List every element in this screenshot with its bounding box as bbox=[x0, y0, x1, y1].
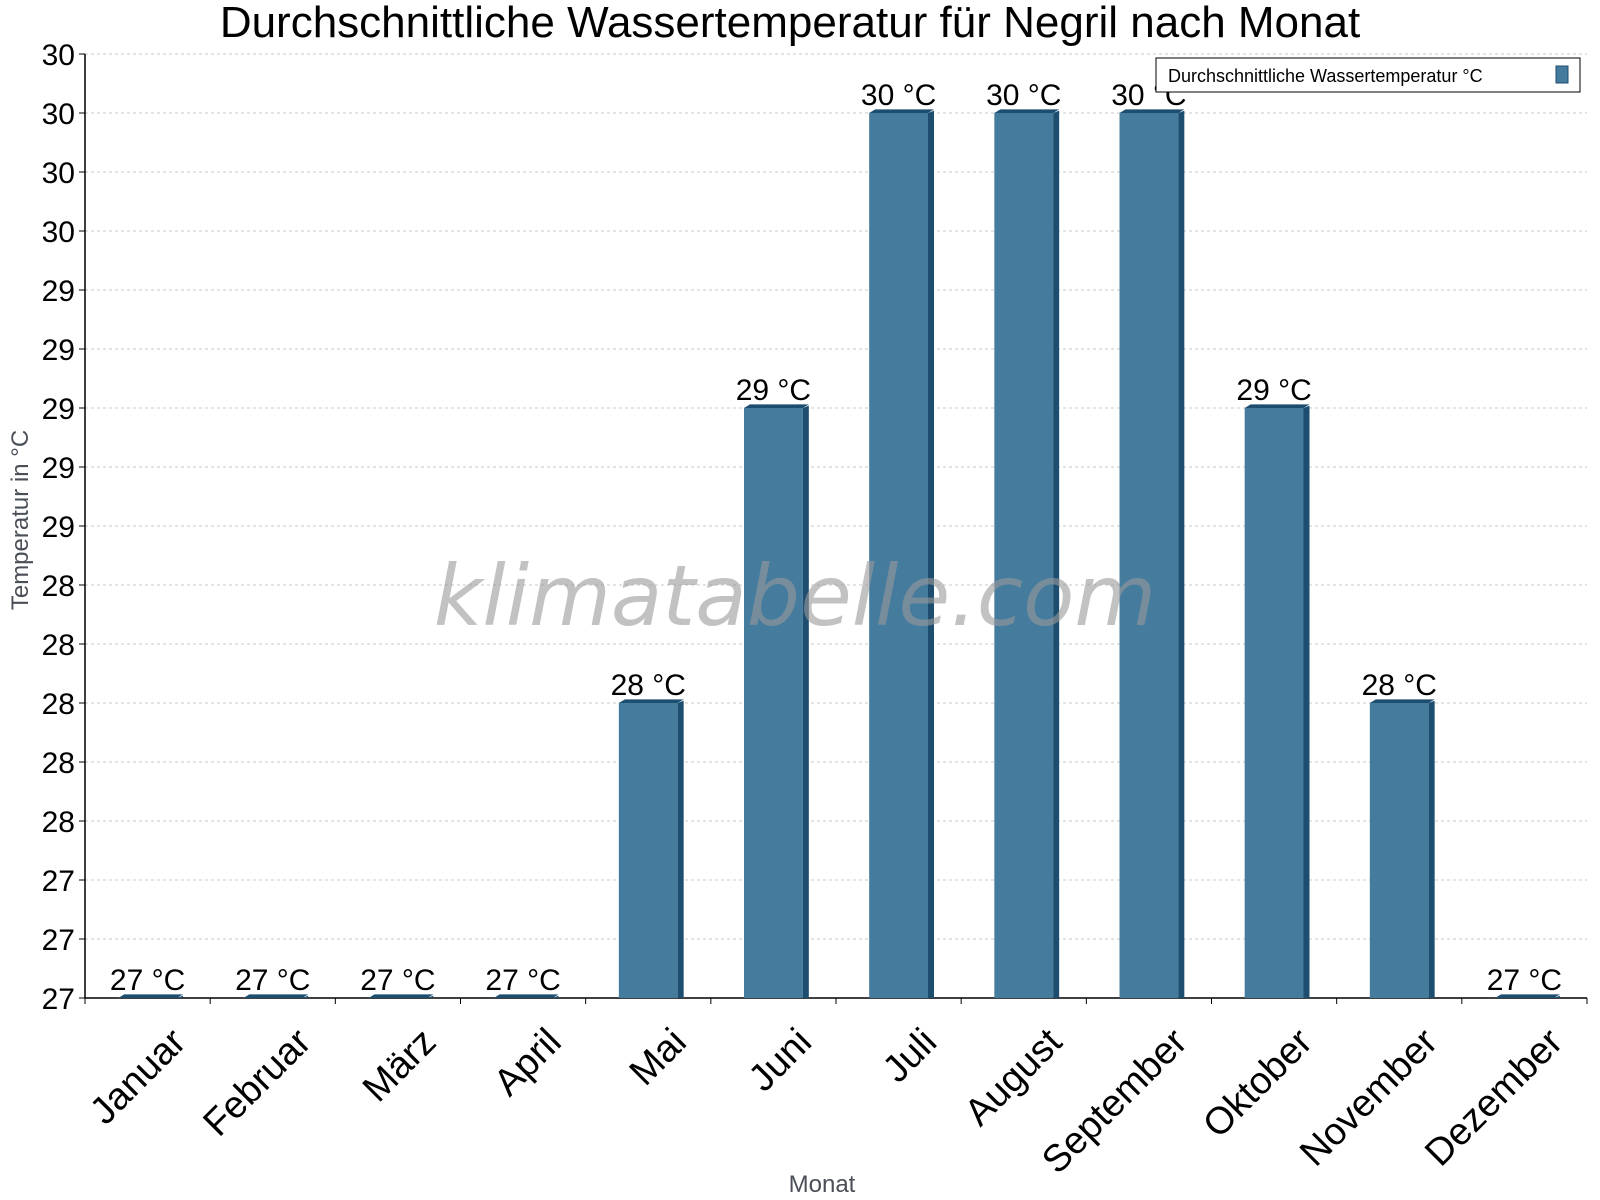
x-tick-label: April bbox=[486, 1021, 569, 1104]
bar-top bbox=[1244, 404, 1310, 408]
x-tick-label: Januar bbox=[82, 1021, 194, 1133]
data-label: 30 °C bbox=[986, 79, 1061, 112]
data-label: 28 °C bbox=[1362, 669, 1437, 702]
data-label: 27 °C bbox=[485, 964, 560, 997]
bar-side bbox=[1053, 110, 1060, 999]
bar-top bbox=[744, 404, 809, 408]
bar bbox=[1369, 703, 1429, 998]
y-tick-label: 29 bbox=[42, 334, 75, 367]
y-tick-label: 30 bbox=[42, 216, 75, 249]
bar-side bbox=[1303, 405, 1310, 999]
bar-top bbox=[618, 699, 684, 703]
y-tick-label: 29 bbox=[42, 393, 75, 426]
bar-top bbox=[493, 994, 559, 998]
bar bbox=[1119, 113, 1179, 998]
y-tick-label: 28 bbox=[42, 629, 75, 662]
x-tick-label: Oktober bbox=[1195, 1021, 1321, 1147]
bar bbox=[869, 113, 928, 998]
bar-side bbox=[802, 405, 809, 999]
x-tick-label: Dezember bbox=[1417, 1021, 1571, 1175]
x-tick-label: Februar bbox=[195, 1021, 319, 1145]
x-tick-label: Mai bbox=[622, 1021, 695, 1094]
x-tick-label: Juli bbox=[875, 1021, 945, 1091]
x-tick-label: August bbox=[957, 1021, 1071, 1135]
bar-top bbox=[118, 994, 183, 998]
data-label: 27 °C bbox=[110, 964, 185, 997]
chart-title: Durchschnittliche Wassertemperatur für N… bbox=[220, 0, 1360, 47]
y-tick-label: 29 bbox=[42, 511, 75, 544]
bar-side bbox=[176, 995, 183, 998]
legend-swatch bbox=[1555, 65, 1569, 84]
bar-side bbox=[1553, 995, 1560, 998]
x-tick-label: März bbox=[355, 1021, 444, 1110]
bar-side bbox=[552, 995, 559, 998]
bar-side bbox=[1428, 700, 1435, 998]
bar-top bbox=[1495, 994, 1560, 998]
data-label: 27 °C bbox=[360, 964, 435, 997]
data-label: 27 °C bbox=[235, 964, 310, 997]
x-axis-label: Monat bbox=[789, 1171, 856, 1198]
legend-label: Durchschnittliche Wassertemperatur °C bbox=[1168, 66, 1483, 86]
data-label: 30 °C bbox=[861, 79, 936, 112]
bar bbox=[618, 703, 678, 998]
x-tick-label: Juni bbox=[741, 1021, 820, 1100]
bar-top bbox=[869, 109, 934, 113]
legend: Durchschnittliche Wassertemperatur °C bbox=[1155, 57, 1581, 93]
bar-side bbox=[302, 995, 309, 998]
grid-lines bbox=[85, 53, 1587, 940]
bar-side bbox=[927, 110, 934, 999]
bar bbox=[1244, 408, 1304, 998]
bar-top bbox=[1119, 109, 1185, 113]
y-axis-ticks: 27 27 27 28 28 28 28 28 29 29 29 29 29 30 30 30 30 bbox=[42, 39, 85, 1016]
y-tick-label: 30 bbox=[42, 157, 75, 190]
bar-side bbox=[1178, 110, 1185, 999]
data-label: 29 °C bbox=[736, 374, 811, 407]
bars bbox=[118, 109, 1560, 999]
bar-side bbox=[427, 995, 434, 998]
y-tick-label: 27 bbox=[42, 983, 75, 1016]
y-tick-label: 29 bbox=[42, 452, 75, 485]
data-labels: 27 °C 27 °C 27 °C 27 °C 28 °C 29 °C 30 °C 30 °C… bbox=[110, 79, 1562, 997]
bar-side bbox=[677, 700, 684, 998]
y-tick-label: 27 bbox=[42, 924, 75, 957]
y-tick-label: 27 bbox=[42, 865, 75, 898]
y-tick-label: 28 bbox=[42, 570, 75, 603]
data-label: 29 °C bbox=[1236, 374, 1311, 407]
bar bbox=[744, 408, 803, 998]
legend-box bbox=[1155, 57, 1581, 93]
bar-top bbox=[994, 109, 1060, 113]
bar-top bbox=[243, 994, 309, 998]
watermark: klimatabelle.com bbox=[434, 547, 1157, 645]
bar-top bbox=[1369, 699, 1435, 703]
y-axis-label: Temperatur in °C bbox=[7, 430, 34, 610]
data-label: 27 °C bbox=[1487, 964, 1562, 997]
y-tick-label: 29 bbox=[42, 275, 75, 308]
y-tick-label: 28 bbox=[42, 747, 75, 780]
y-tick-label: 30 bbox=[42, 39, 75, 72]
bar bbox=[994, 113, 1054, 998]
y-tick-label: 28 bbox=[42, 806, 75, 839]
y-tick-label: 30 bbox=[42, 98, 75, 131]
data-label: 28 °C bbox=[611, 669, 686, 702]
x-axis-ticks: Januar Februar März April Mai Juni Juli AugustS… bbox=[82, 998, 1588, 1182]
y-tick-label: 28 bbox=[42, 688, 75, 721]
bar-top bbox=[368, 994, 434, 998]
